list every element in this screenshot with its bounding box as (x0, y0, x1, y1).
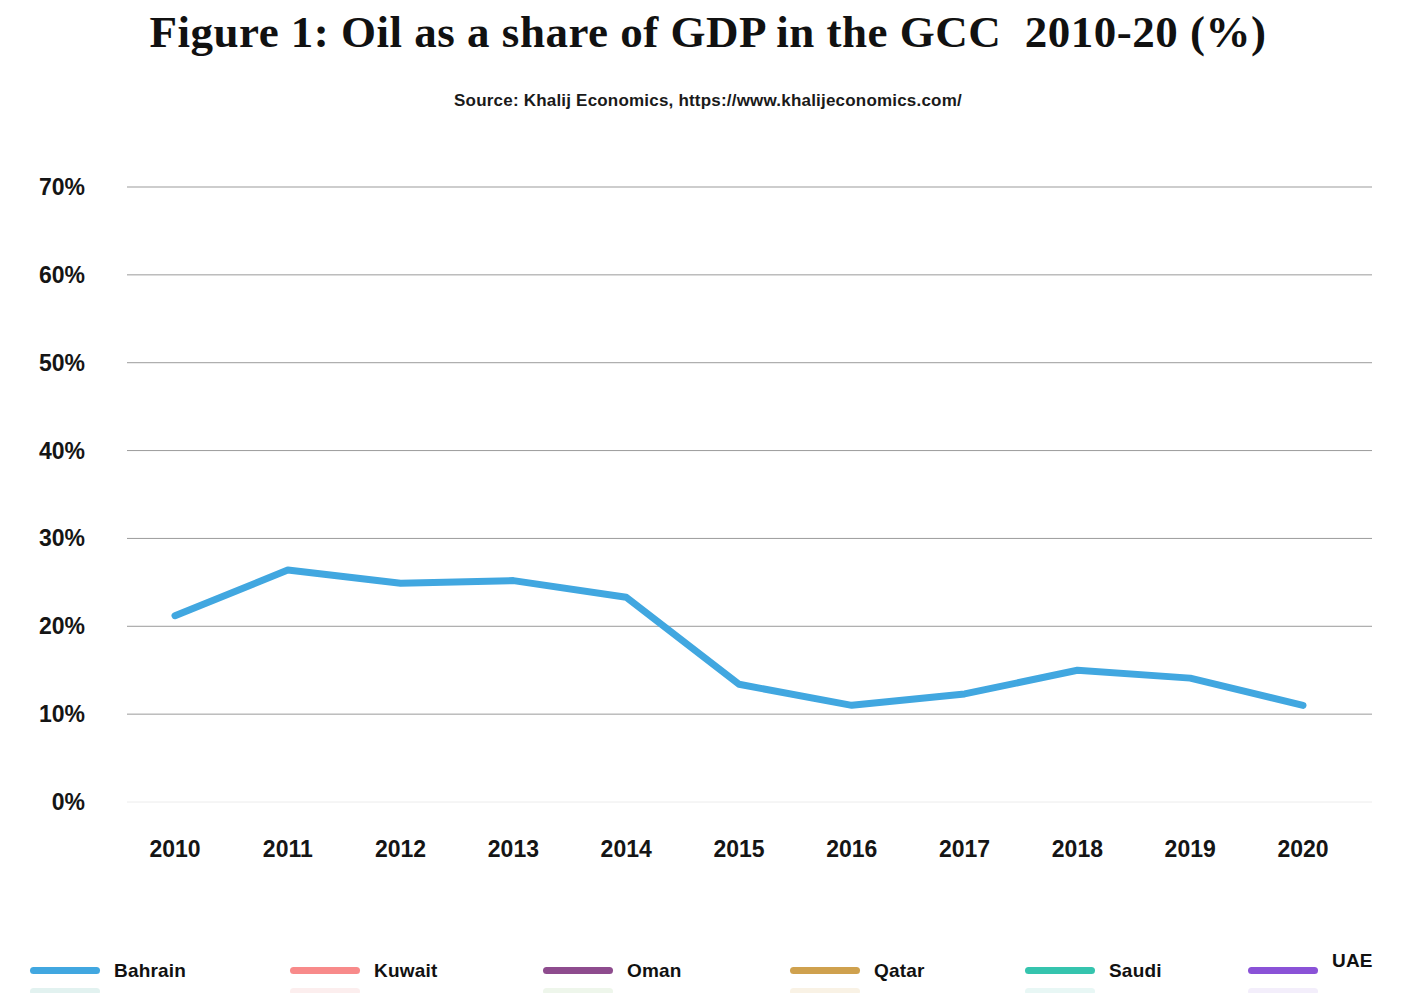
x-tick-label-2020: 2020 (1277, 836, 1328, 862)
chart-canvas: 0% 10% 20% 30% 40% 50% 60% 70% 2010 2011 2012 2013 2… (0, 0, 1416, 910)
chart-legend: Bahrain Kuwait Oman Qatar Saudi UAE (0, 948, 1416, 993)
legend-swatch-kuwait (290, 967, 360, 974)
x-tick-label-2018: 2018 (1052, 836, 1103, 862)
legend-item-uae[interactable]: UAE (1248, 948, 1373, 993)
legend-item-kuwait[interactable]: Kuwait (290, 948, 437, 993)
x-tick-label-2012: 2012 (375, 836, 426, 862)
legend-label-saudi: Saudi (1109, 960, 1162, 982)
x-tick-label-2015: 2015 (713, 836, 764, 862)
legend-overflow-swatch (290, 988, 360, 993)
x-tick-label-2013: 2013 (488, 836, 539, 862)
legend-item-oman[interactable]: Oman (543, 948, 682, 993)
series-line-bahrain[interactable] (175, 570, 1303, 705)
legend-label-kuwait: Kuwait (374, 960, 437, 982)
legend-label-oman: Oman (627, 960, 682, 982)
legend-overflow-swatch (1025, 988, 1095, 993)
legend-overflow-swatch (543, 988, 613, 993)
x-tick-label-2017: 2017 (939, 836, 990, 862)
y-tick-label-70%: 70% (39, 174, 85, 200)
y-tick-label-50%: 50% (39, 350, 85, 376)
y-tick-label-30%: 30% (39, 525, 85, 551)
legend-overflow-swatch (30, 988, 100, 993)
legend-swatch-bahrain (30, 967, 100, 974)
y-tick-label-10%: 10% (39, 701, 85, 727)
legend-label-bahrain: Bahrain (114, 960, 186, 982)
legend-label-uae: UAE (1332, 950, 1373, 972)
x-tick-label-2014: 2014 (601, 836, 652, 862)
y-tick-label-0%: 0% (52, 789, 85, 815)
legend-overflow-swatch (1248, 988, 1318, 993)
legend-label-qatar: Qatar (874, 960, 925, 982)
x-tick-label-2011: 2011 (263, 836, 313, 862)
x-tick-label-2019: 2019 (1165, 836, 1216, 862)
x-tick-label-2010: 2010 (149, 836, 200, 862)
legend-swatch-uae (1248, 967, 1318, 974)
x-tick-label-2016: 2016 (826, 836, 877, 862)
chart-page: Figure 1: Oil as a share of GDP in the G… (0, 0, 1416, 993)
legend-swatch-saudi (1025, 967, 1095, 974)
legend-item-saudi[interactable]: Saudi (1025, 948, 1162, 993)
y-tick-label-60%: 60% (39, 262, 85, 288)
legend-swatch-qatar (790, 967, 860, 974)
y-tick-label-40%: 40% (39, 438, 85, 464)
legend-item-bahrain[interactable]: Bahrain (30, 948, 186, 993)
legend-swatch-oman (543, 967, 613, 974)
legend-item-qatar[interactable]: Qatar (790, 948, 925, 993)
legend-overflow-swatch (790, 988, 860, 993)
y-tick-label-20%: 20% (39, 613, 85, 639)
